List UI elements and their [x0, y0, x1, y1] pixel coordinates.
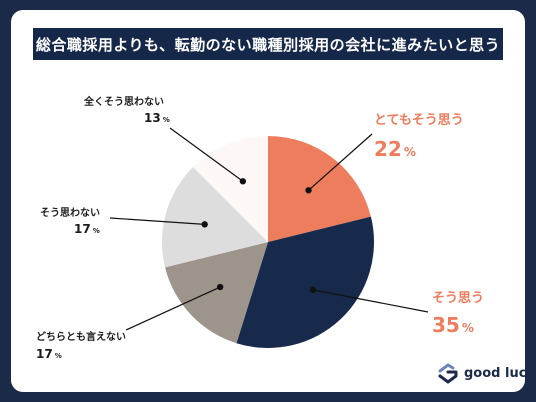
pie-slice	[165, 242, 268, 344]
leader-dot	[309, 286, 317, 294]
slice-value-label: 35%	[432, 313, 474, 337]
leader-line	[169, 127, 244, 182]
logo-text: good luck	[464, 365, 536, 381]
leader-line	[312, 289, 429, 313]
good-luck-logo-icon	[438, 363, 458, 384]
pie-slice	[268, 136, 371, 242]
leader-dot	[305, 187, 312, 194]
leader-line	[125, 286, 221, 331]
pie-slice	[162, 167, 268, 268]
leader-dot	[201, 221, 208, 228]
slice-value-label: 17%	[74, 222, 100, 236]
slice-category-label: そう思う	[432, 291, 484, 306]
leader-dot	[239, 178, 247, 185]
slice-value-label: 17%	[36, 347, 62, 361]
chart-title: 総合職採用よりも、転勤のない職種別採用の会社に進みたいと思う	[33, 28, 503, 60]
brand-logo: good luck	[437, 362, 535, 384]
pie-slice	[193, 136, 268, 242]
leader-line	[109, 217, 205, 225]
leader-line	[308, 133, 373, 191]
slice-category-label: そう思わない	[40, 207, 100, 219]
slice-value-label: 22%	[374, 137, 416, 161]
slice-category-label: 全くそう思わない	[83, 95, 164, 108]
slice-value-label: 13%	[144, 111, 170, 125]
leader-dot	[216, 283, 224, 291]
slice-category-label: どちらとも言えない	[36, 330, 126, 343]
pie-slice	[236, 216, 374, 348]
slice-category-label: とてもそう思う	[374, 113, 464, 128]
